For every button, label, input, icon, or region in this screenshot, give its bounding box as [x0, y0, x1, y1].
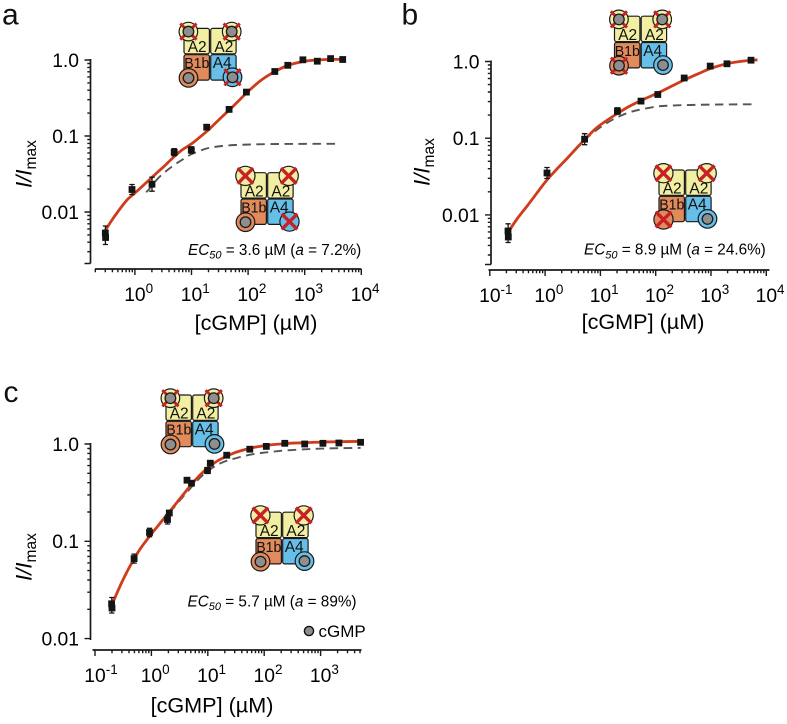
svg-text:A4: A4 — [195, 422, 214, 439]
svg-text:0.01: 0.01 — [41, 203, 79, 224]
svg-text:A4: A4 — [285, 539, 304, 556]
svg-text:A2: A2 — [214, 39, 233, 56]
svg-text:B1b: B1b — [241, 199, 266, 216]
svg-text:100: 100 — [124, 281, 153, 306]
svg-text:B1b: B1b — [659, 197, 684, 214]
svg-text:b: b — [402, 0, 419, 31]
svg-text:1.0: 1.0 — [52, 435, 79, 456]
svg-text:A4: A4 — [213, 55, 232, 72]
svg-text:cGMP: cGMP — [319, 622, 366, 641]
svg-text:0.01: 0.01 — [442, 206, 480, 227]
svg-text:B1b: B1b — [184, 55, 209, 72]
svg-text:0.1: 0.1 — [52, 127, 79, 148]
svg-text:a: a — [2, 0, 19, 32]
svg-text:102: 102 — [254, 662, 283, 687]
svg-text:[cGMP] (µM): [cGMP] (µM) — [151, 693, 274, 718]
svg-text:0.1: 0.1 — [52, 532, 79, 553]
svg-text:A2: A2 — [260, 523, 279, 540]
svg-text:[cGMP] (µM): [cGMP] (µM) — [195, 310, 318, 335]
svg-text:1.0: 1.0 — [453, 52, 480, 73]
svg-text:A2: A2 — [286, 523, 305, 540]
svg-text:A2: A2 — [271, 183, 290, 200]
svg-text:B1b: B1b — [166, 422, 191, 439]
svg-text:1.0: 1.0 — [52, 51, 79, 72]
svg-text:0.1: 0.1 — [453, 129, 480, 150]
svg-text:A2: A2 — [645, 27, 664, 44]
svg-text:B1b: B1b — [615, 43, 640, 60]
svg-text:A2: A2 — [689, 181, 708, 198]
svg-text:A2: A2 — [618, 27, 637, 44]
svg-text:A4: A4 — [270, 199, 289, 216]
svg-text:EC50 = 3.6 µM (a = 7.2%): EC50 = 3.6 µM (a = 7.2%) — [188, 242, 361, 262]
svg-text:A2: A2 — [196, 406, 215, 423]
svg-text:A4: A4 — [643, 43, 662, 60]
svg-text:c: c — [4, 376, 19, 409]
svg-text:EC50 = 8.9 µM (a = 24.6%): EC50 = 8.9 µM (a = 24.6%) — [584, 242, 766, 262]
svg-text:A2: A2 — [245, 183, 264, 200]
svg-text:A2: A2 — [188, 39, 207, 56]
svg-text:A2: A2 — [663, 181, 682, 198]
svg-text:B1b: B1b — [256, 539, 281, 556]
svg-text:[cGMP] (µM): [cGMP] (µM) — [582, 309, 705, 334]
svg-text:A2: A2 — [170, 406, 189, 423]
svg-text:A4: A4 — [688, 197, 707, 214]
svg-text:0.01: 0.01 — [41, 630, 79, 651]
svg-text:EC50 = 5.7 µM (a = 89%): EC50 = 5.7 µM (a = 89%) — [188, 594, 357, 614]
